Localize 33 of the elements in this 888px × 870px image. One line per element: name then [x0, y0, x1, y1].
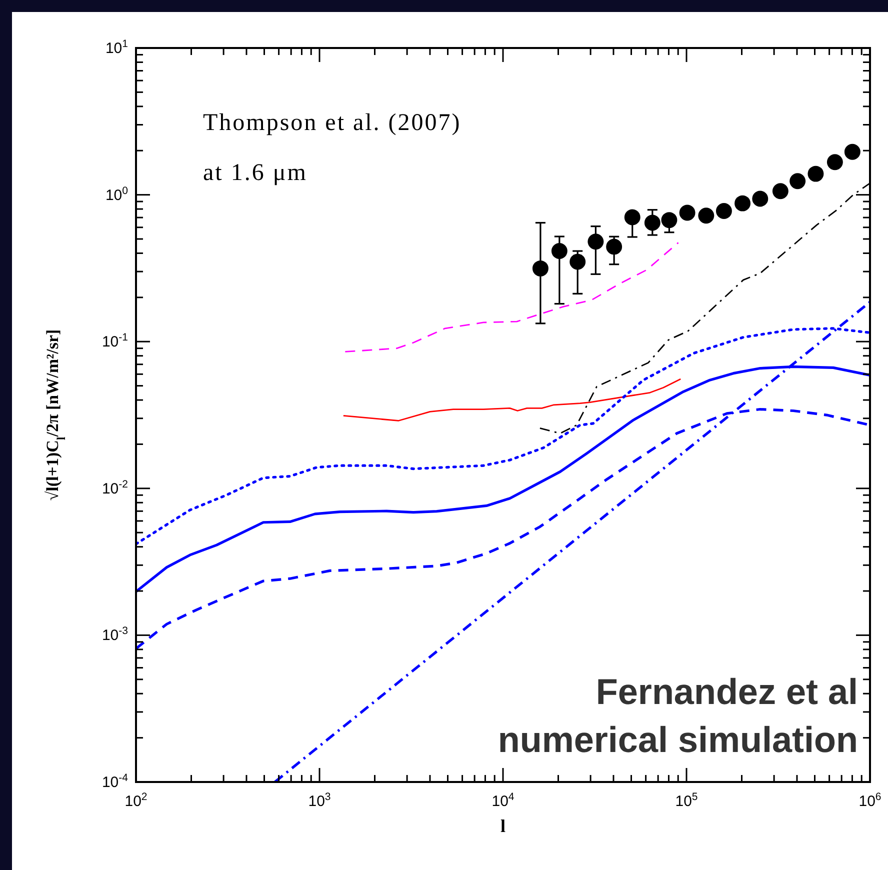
x-tick-label: 10$^{5}$	[675, 791, 698, 810]
point	[844, 144, 860, 160]
point	[679, 204, 696, 221]
y-tick-label: 10$^{-1}$	[102, 332, 128, 351]
annotation: at 1.6 μm	[203, 160, 308, 186]
annotation: Fernandez et al numerical simulation	[498, 671, 858, 760]
y-tick-label: 10$^{-4}$	[102, 772, 128, 791]
point	[644, 214, 660, 231]
point	[716, 203, 732, 219]
point	[698, 208, 714, 224]
point	[624, 209, 640, 226]
y-tick-label: 10$^{-3}$	[102, 625, 128, 644]
point	[808, 166, 824, 182]
y-tick-label: 10$^{0}$	[105, 184, 128, 204]
point	[826, 154, 843, 170]
x-tick-label: 10$^{4}$	[492, 791, 514, 810]
x-tick-label: 10$^{3}$	[308, 791, 331, 810]
x-axis-title: l	[500, 816, 506, 836]
annotation: Thompson et al. (2007)	[203, 110, 462, 136]
point	[752, 190, 768, 207]
x-tick-label: 10$^{2}$	[124, 791, 148, 810]
point	[772, 183, 788, 200]
y-tick-label: 10$^{-2}$	[102, 478, 128, 498]
point	[532, 260, 548, 276]
point	[661, 212, 678, 228]
point	[790, 173, 806, 190]
point	[606, 238, 622, 255]
point	[734, 195, 751, 212]
point	[551, 243, 568, 259]
x-tick-label: 10$^{6}$	[858, 791, 882, 810]
y-tick-label: 10$^{1}$	[105, 38, 128, 57]
point	[570, 254, 586, 270]
point	[588, 234, 604, 250]
